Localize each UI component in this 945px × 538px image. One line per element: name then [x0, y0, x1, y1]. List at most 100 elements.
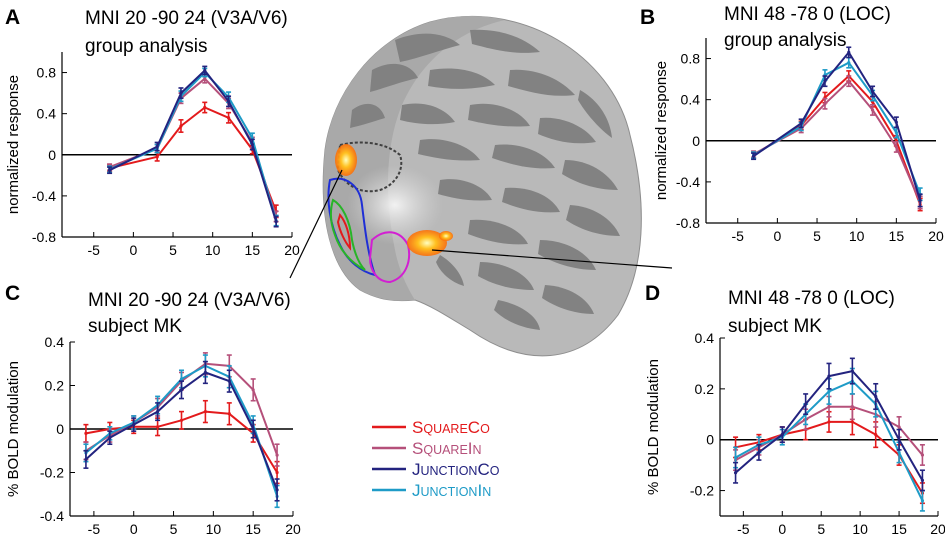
roi-outline-dark — [336, 141, 403, 193]
panel-letter: D — [645, 282, 660, 305]
data-point — [203, 410, 207, 414]
x-tick-label: 20 — [284, 242, 300, 258]
legend-item-squarein: SQUAREIN — [372, 439, 482, 458]
data-point — [275, 453, 279, 457]
legend-label-part: J — [412, 481, 421, 500]
legend-item-junctionin: JUNCTIONIN — [372, 481, 491, 500]
y-tick-label: -0.2 — [690, 483, 714, 499]
legend-label-part: N — [482, 485, 491, 499]
data-point — [757, 450, 761, 455]
legend-label-part: QUARE — [423, 422, 467, 436]
roi-outline-green — [329, 198, 366, 271]
y-tick-label: 0.4 — [37, 106, 57, 122]
data-point — [84, 457, 88, 462]
legend-label-part: I — [468, 439, 473, 458]
legend-item-junctionco: JUNCTIONCO — [372, 460, 500, 479]
x-tick-label: -5 — [88, 521, 101, 537]
y-axis-label: normalized response — [653, 61, 670, 200]
legend-label-part: O — [480, 422, 490, 436]
chart-title: MNI 48 -78 0 (LOC) — [724, 4, 891, 25]
x-tick-label: 5 — [170, 521, 178, 537]
legend-label-part: O — [490, 464, 500, 478]
y-tick-label: -0.4 — [676, 174, 700, 190]
data-point — [920, 478, 925, 482]
y-axis-label: % BOLD modulation — [645, 359, 662, 495]
data-point — [226, 116, 231, 120]
data-point — [920, 453, 925, 457]
series-junctionin — [751, 56, 923, 202]
series-junctionco — [751, 46, 923, 208]
data-point — [850, 369, 854, 373]
legend-label-part: UNCTION — [421, 485, 478, 499]
data-point — [155, 155, 159, 159]
x-tick-label: 15 — [891, 521, 907, 537]
x-tick-label: 5 — [813, 228, 821, 244]
series-squareco — [83, 399, 280, 485]
y-tick-label: 0.8 — [37, 65, 57, 81]
data-point — [920, 499, 925, 503]
data-point — [179, 124, 183, 128]
legend-label: SQUAREIN — [412, 439, 482, 458]
data-point — [179, 377, 184, 381]
data-point — [733, 471, 738, 475]
x-tick-label: -5 — [737, 521, 750, 537]
x-tick-label: 0 — [778, 521, 786, 537]
y-axis-label: % BOLD modulation — [5, 361, 22, 497]
data-point — [203, 370, 207, 375]
y-axis-label: normalized response — [5, 75, 22, 214]
data-point — [870, 89, 875, 94]
data-point — [203, 68, 207, 73]
pointer-line-d — [431, 249, 673, 269]
data-point — [870, 108, 875, 112]
data-point — [827, 420, 831, 424]
x-tick-label: 20 — [928, 228, 944, 244]
panel-a: A MNI 20 -90 24 (V3A/V6) group analysis nor… — [5, 6, 300, 258]
data-point — [155, 144, 159, 149]
legend-label-part: I — [477, 481, 482, 500]
data-point — [274, 219, 278, 224]
data-point — [132, 423, 136, 427]
data-point — [226, 99, 231, 103]
x-tick-label: 10 — [852, 521, 868, 537]
panel-letter: A — [5, 6, 20, 29]
y-tick-label: 0.2 — [695, 381, 715, 397]
data-point — [251, 427, 255, 431]
panel-letter: B — [640, 6, 655, 29]
data-point — [823, 79, 827, 83]
brain-highlight — [347, 165, 443, 245]
data-point — [894, 120, 898, 124]
legend-label: SQUARECO — [412, 418, 490, 437]
data-point — [897, 450, 901, 455]
legend-label-part: UNCTION — [421, 464, 478, 478]
data-point — [733, 455, 738, 460]
data-point — [227, 379, 231, 383]
data-point — [874, 433, 878, 437]
brain-icon — [322, 16, 642, 357]
y-tick-label: -0.8 — [676, 215, 700, 231]
data-point — [897, 425, 901, 429]
series-junctionco — [733, 357, 925, 492]
pointer-line-c — [289, 169, 343, 279]
data-point — [874, 394, 878, 399]
x-tick-label: 15 — [245, 521, 261, 537]
y-tick-label: 0 — [692, 133, 700, 149]
data-point — [850, 405, 854, 409]
legend-label-part: S — [412, 439, 423, 458]
data-point — [827, 374, 831, 378]
x-tick-label: 0 — [773, 228, 781, 244]
data-point — [275, 470, 279, 475]
x-tick-label: 15 — [245, 242, 261, 258]
data-point — [827, 405, 831, 409]
roi-outline-magenta — [368, 231, 410, 284]
series-junctionco — [107, 65, 279, 228]
y-tick-label: 0.4 — [45, 334, 65, 350]
legend-label-part: S — [412, 418, 423, 437]
data-point — [827, 389, 831, 393]
data-point — [804, 402, 808, 406]
x-tick-label: 0 — [129, 242, 137, 258]
legend-item-squareco: SQUARECO — [372, 418, 490, 437]
roi-outlines — [327, 141, 410, 284]
legend-label: JUNCTIONIN — [412, 481, 491, 500]
data-point — [897, 438, 901, 442]
